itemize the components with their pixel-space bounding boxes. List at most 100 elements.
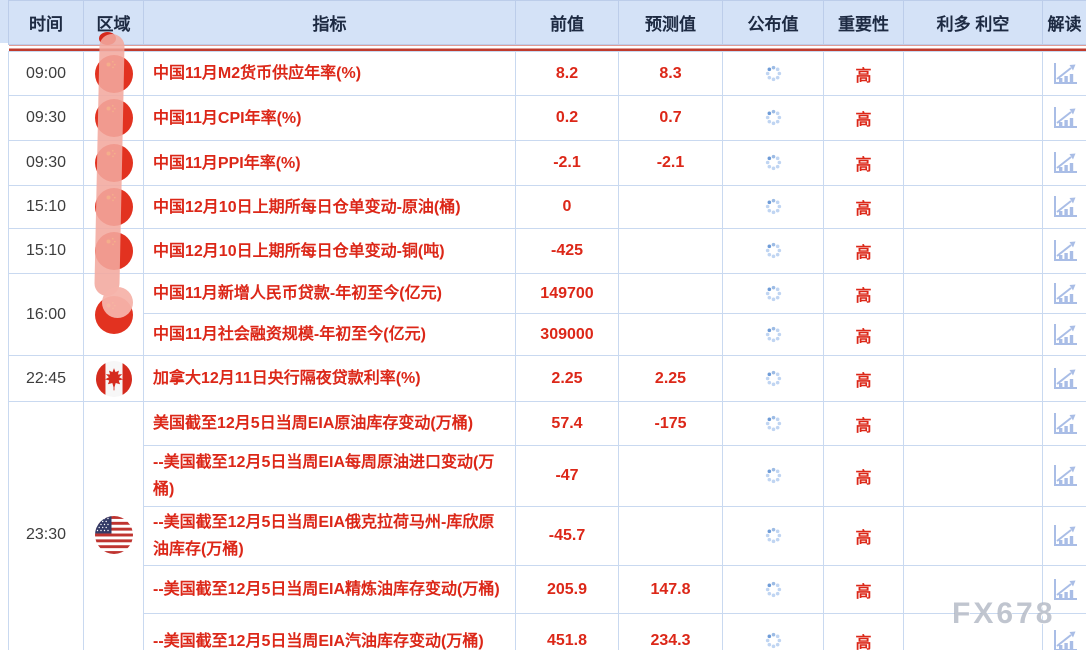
region-cell [83,95,144,141]
published-value-cell [722,273,824,314]
col-header-time: 时间 [8,0,84,45]
prev-value-cell: -425 [515,228,619,274]
table-row: 23:30 美国截至12月5日当周EIA原油库存变动(万桶) 57.4 -175… [8,401,1086,650]
col-header-indicator: 指标 [143,0,516,45]
col-header-importance: 重要性 [823,0,904,45]
time-cell: 09:30 [8,95,84,141]
published-value-cell [722,51,824,96]
published-value-cell [722,565,824,614]
region-cell [83,355,144,402]
prev-value-cell: 149700 [515,273,619,314]
bull-bear-cell [903,445,1043,507]
reading-cell [1042,613,1086,650]
reading-cell [1042,51,1086,96]
bar-chart-arrow-icon[interactable] [1051,195,1078,219]
reading-cell [1042,185,1086,229]
time-cell: 09:00 [8,51,84,96]
header-row: 时间 区域 指标 前值 预测值 公布值 重要性 利多 利空 解读 [8,0,1086,45]
bar-chart-arrow-icon[interactable] [1051,239,1078,263]
bar-chart-arrow-icon[interactable] [1051,106,1078,130]
bull-bear-cell [903,185,1043,229]
bull-bear-cell [903,228,1043,274]
bar-chart-arrow-icon[interactable] [1051,524,1078,548]
bar-chart-arrow-icon[interactable] [1051,367,1078,391]
region-cell [83,185,144,229]
importance-cell: 高 [823,445,904,507]
forecast-value-cell: -175 [618,401,723,446]
importance-cell: 高 [823,140,904,186]
header-left-corner [0,0,9,43]
region-cell [83,228,144,274]
col-header-published: 公布值 [722,0,824,45]
indicator-cell: 中国12月10日上期所每日仓单变动-铜(吨) [143,228,516,274]
prev-value-cell: 2.25 [515,355,619,402]
col-header-forecast: 预测值 [618,0,723,45]
table-row: 15:10 中国12月10日上期所每日仓单变动-铜(吨) -425 高 [8,228,1086,274]
loading-spinner-icon [765,154,782,171]
table-row: --美国截至12月5日当周EIA俄克拉荷马州-库欣原油库存(万桶) -45.7 … [9,506,1086,566]
bull-bear-cell [903,613,1043,650]
china-flag-icon [95,99,133,137]
table-row: 中国11月社会融资规模-年初至今(亿元) 309000 高 [9,313,1086,356]
region-cell [83,140,144,186]
col-header-previous: 前值 [515,0,619,45]
bull-bear-cell [903,401,1043,446]
loading-spinner-icon [765,415,782,432]
col-header-region: 区域 [83,0,144,45]
china-flag-icon [95,144,133,182]
importance-cell: 高 [823,565,904,614]
importance-cell: 高 [823,401,904,446]
bull-bear-cell [903,273,1043,314]
loading-spinner-icon [765,285,782,302]
forecast-value-cell [618,313,723,356]
china-flag-icon [95,296,133,334]
reading-cell [1042,228,1086,274]
bar-chart-arrow-icon[interactable] [1051,323,1078,347]
table-row: --美国截至12月5日当周EIA汽油库存变动(万桶) 451.8 234.3 高 [9,613,1086,650]
loading-spinner-icon [765,65,782,82]
bull-bear-cell [903,565,1043,614]
importance-cell: 高 [823,313,904,356]
indicator-cell: 中国11月M2货币供应年率(%) [143,51,516,96]
loading-spinner-icon [765,581,782,598]
prev-value-cell: -45.7 [515,506,619,566]
bar-chart-arrow-icon[interactable] [1051,629,1078,650]
bar-chart-arrow-icon[interactable] [1051,151,1078,175]
time-cell: 15:10 [8,228,84,274]
reading-cell [1042,140,1086,186]
bar-chart-arrow-icon[interactable] [1051,464,1078,488]
published-value-cell [722,506,824,566]
table-row: 16:00 中国11月新增人民币贷款-年初至今(亿元) 149700 高 [8,273,1086,356]
table-row: 09:30 中国11月CPI年率(%) 0.2 0.7 高 [8,95,1086,141]
col-header-reading: 解读 [1042,0,1086,45]
time-cell: 22:45 [8,355,84,402]
table-row: 15:10 中国12月10日上期所每日仓单变动-原油(桶) 0 高 [8,185,1086,229]
bar-chart-arrow-icon[interactable] [1051,282,1078,306]
china-flag-icon [95,232,133,270]
indicator-cell: 中国11月新增人民币贷款-年初至今(亿元) [143,273,516,314]
bull-bear-cell [903,355,1043,402]
published-value-cell [722,185,824,229]
table-row: --美国截至12月5日当周EIA每周原油进口变动(万桶) -47 高 [9,445,1086,507]
table-row: 09:00 中国11月M2货币供应年率(%) 8.2 8.3 高 [8,51,1086,96]
loading-spinner-icon [765,370,782,387]
loading-spinner-icon [765,242,782,259]
importance-cell: 高 [823,185,904,229]
published-value-cell [722,401,824,446]
published-value-cell [722,445,824,507]
bar-chart-arrow-icon[interactable] [1051,62,1078,86]
prev-value-cell: 57.4 [515,401,619,446]
indicator-cell: 中国11月PPI年率(%) [143,140,516,186]
bar-chart-arrow-icon[interactable] [1051,578,1078,602]
loading-spinner-icon [765,632,782,649]
importance-cell: 高 [823,228,904,274]
bar-chart-arrow-icon[interactable] [1051,412,1078,436]
loading-spinner-icon [765,326,782,343]
published-value-cell [722,613,824,650]
header-separator-line [8,44,1086,52]
forecast-value-cell: -2.1 [618,140,723,186]
forecast-value-cell: 0.7 [618,95,723,141]
forecast-value-cell: 234.3 [618,613,723,650]
loading-spinner-icon [765,467,782,484]
importance-cell: 高 [823,273,904,314]
